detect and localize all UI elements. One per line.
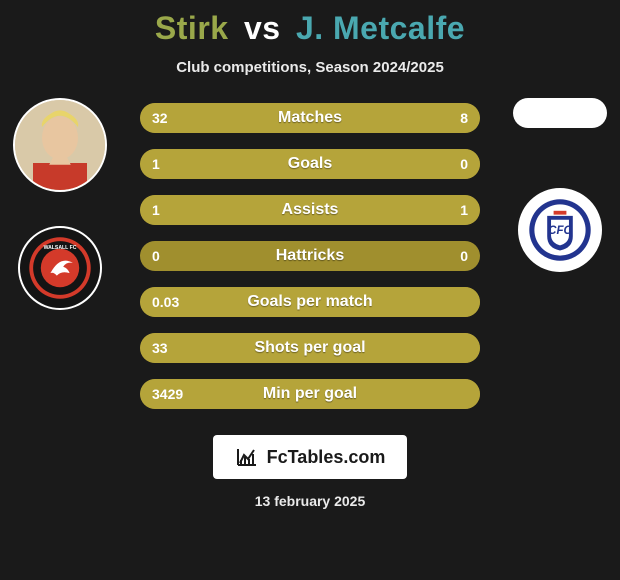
stat-label: Min per goal (140, 379, 480, 409)
stat-value-left: 33 (152, 333, 168, 363)
stat-bar: Assists1 1 (140, 195, 480, 225)
stat-bar: Min per goal3429 (140, 379, 480, 409)
player2-club-badge: CFC (518, 188, 602, 272)
player1-name: Stirk (155, 10, 229, 46)
walsall-badge-icon: WALSALL FC (28, 236, 92, 300)
stat-label: Hattricks (140, 241, 480, 271)
stat-value-left: 3429 (152, 379, 183, 409)
stat-value-left: 1 (152, 149, 160, 179)
svg-text:CFC: CFC (548, 225, 572, 237)
player-photo-icon (15, 100, 105, 190)
stat-label: Goals (140, 149, 480, 179)
subtitle: Club competitions, Season 2024/2025 (0, 59, 620, 76)
stat-value-right: 0 (460, 241, 468, 271)
stat-label: Shots per goal (140, 333, 480, 363)
stat-value-left: 0.03 (152, 287, 179, 317)
content: WALSALL FC CFC Matches328Goals10Assists1… (0, 98, 620, 409)
stat-value-left: 0 (152, 241, 160, 271)
stat-bar: Hattricks0 0 (140, 241, 480, 271)
brand-text: FcTables.com (267, 447, 386, 468)
date-text: 13 february 2025 (255, 493, 366, 509)
chesterfield-badge-icon: CFC (528, 198, 592, 262)
stat-bar: Goals per match0.03 (140, 287, 480, 317)
player1-avatar (13, 98, 107, 192)
stats-bars: Matches328Goals10Assists11Hattricks00Goa… (140, 98, 480, 409)
player2-name: J. Metcalfe (296, 10, 465, 46)
player2-avatar-blank (513, 98, 607, 128)
footer: FcTables.com 13 february 2025 (0, 435, 620, 509)
stat-value-left: 1 (152, 195, 160, 225)
svg-text:WALSALL FC: WALSALL FC (44, 245, 77, 251)
stat-label: Matches (140, 103, 480, 133)
left-column: WALSALL FC (10, 98, 110, 310)
stat-bar: Goals1 0 (140, 149, 480, 179)
player1-club-badge: WALSALL FC (18, 226, 102, 310)
root: Stirk vs J. Metcalfe Club competitions, … (0, 0, 620, 580)
vs-text: vs (244, 10, 281, 46)
stat-label: Assists (140, 195, 480, 225)
chart-icon (235, 445, 259, 469)
brand-badge: FcTables.com (213, 435, 408, 479)
stat-value-right: 1 (460, 195, 468, 225)
stat-value-left: 32 (152, 103, 168, 133)
right-column: CFC (510, 98, 610, 272)
stat-label: Goals per match (140, 287, 480, 317)
stat-bar: Matches32 8 (140, 103, 480, 133)
stat-bar: Shots per goal33 (140, 333, 480, 363)
stat-value-right: 8 (460, 103, 468, 133)
page-title: Stirk vs J. Metcalfe (0, 10, 620, 47)
stat-value-right: 0 (460, 149, 468, 179)
